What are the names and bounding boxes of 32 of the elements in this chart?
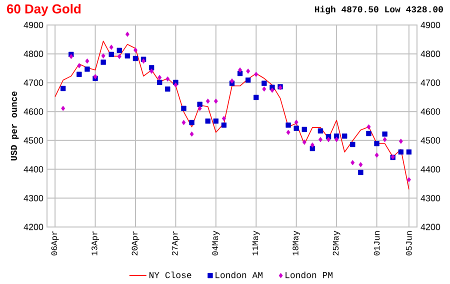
y2-tick-label: 4200 (420, 224, 440, 230)
y-axis-title: USD per ounce (10, 92, 19, 161)
y2-tick-label: 4900 (420, 22, 440, 28)
y-tick-label: 4300 (24, 195, 44, 202)
x-tick-label: 01Jun (374, 231, 380, 256)
legend-label: London AM (216, 272, 262, 278)
y2-tick-label: 4500 (420, 137, 440, 144)
y2-tick-label: 4400 (420, 166, 440, 173)
y-tick-label: 4600 (24, 108, 44, 115)
chart-subtitle: High 4870.50 Low 4328.00 (314, 6, 443, 14)
chart-title: 60 Day Gold (7, 4, 81, 16)
x-tick-label: 13Apr (92, 231, 99, 256)
x-tick-label: 11May (252, 231, 260, 256)
y2-tick-label: 4600 (420, 108, 440, 115)
x-tick-label: 18May (292, 231, 300, 256)
x-tick-label: 20Apr (132, 231, 140, 256)
y2-tick-label: 4300 (420, 195, 440, 202)
y2-tick-label: 4700 (420, 80, 440, 86)
legend-label: London PM (286, 272, 332, 278)
x-tick-label: 27Apr (172, 231, 180, 256)
y-tick-label: 4400 (24, 166, 44, 173)
y-tick-label: 4200 (24, 224, 44, 230)
x-tick-label: 05Jun (406, 231, 412, 256)
y-tick-label: 4700 (24, 80, 44, 86)
y-tick-label: 4800 (24, 50, 44, 58)
y2-tick-label: 4800 (420, 50, 440, 58)
x-tick-label: 06Apr (51, 231, 59, 256)
y-tick-label: 4500 (24, 137, 44, 144)
legend-label: NY Close (149, 272, 192, 278)
y-tick-label: 4900 (24, 22, 44, 28)
x-tick-label: 25May (332, 231, 340, 256)
x-tick-label: 04May (212, 231, 220, 256)
